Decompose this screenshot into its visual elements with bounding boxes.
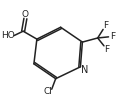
Text: HO: HO [1,31,15,40]
Text: Cl: Cl [43,87,52,96]
Text: F: F [104,45,110,54]
Text: N: N [81,65,88,75]
Text: O: O [22,10,29,19]
Text: F: F [103,21,109,30]
Text: F: F [110,32,115,41]
